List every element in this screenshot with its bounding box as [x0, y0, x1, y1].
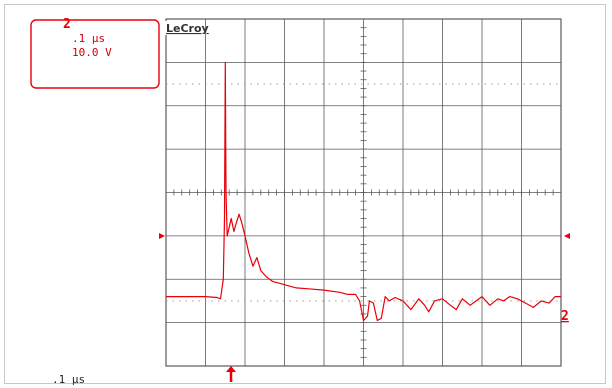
level-marker-left-icon: [159, 233, 165, 239]
channel-readout-box: [30, 19, 160, 89]
waveform-trace: [166, 61, 561, 322]
level-marker-right-icon: [564, 233, 570, 239]
volts-per-div-readout: 10.0 V: [72, 46, 112, 59]
brand-label-bg: [165, 21, 205, 35]
trigger-marker-up-arrow-icon: [226, 366, 236, 382]
channel-label: 2: [63, 17, 71, 32]
brand-label: LeCroy: [166, 22, 209, 35]
timebase-readout: .1 μs: [72, 32, 105, 45]
trace-channel-marker: 2: [561, 309, 569, 324]
graticule: [165, 18, 562, 367]
footer-timebase: .1 μs: [52, 373, 85, 386]
